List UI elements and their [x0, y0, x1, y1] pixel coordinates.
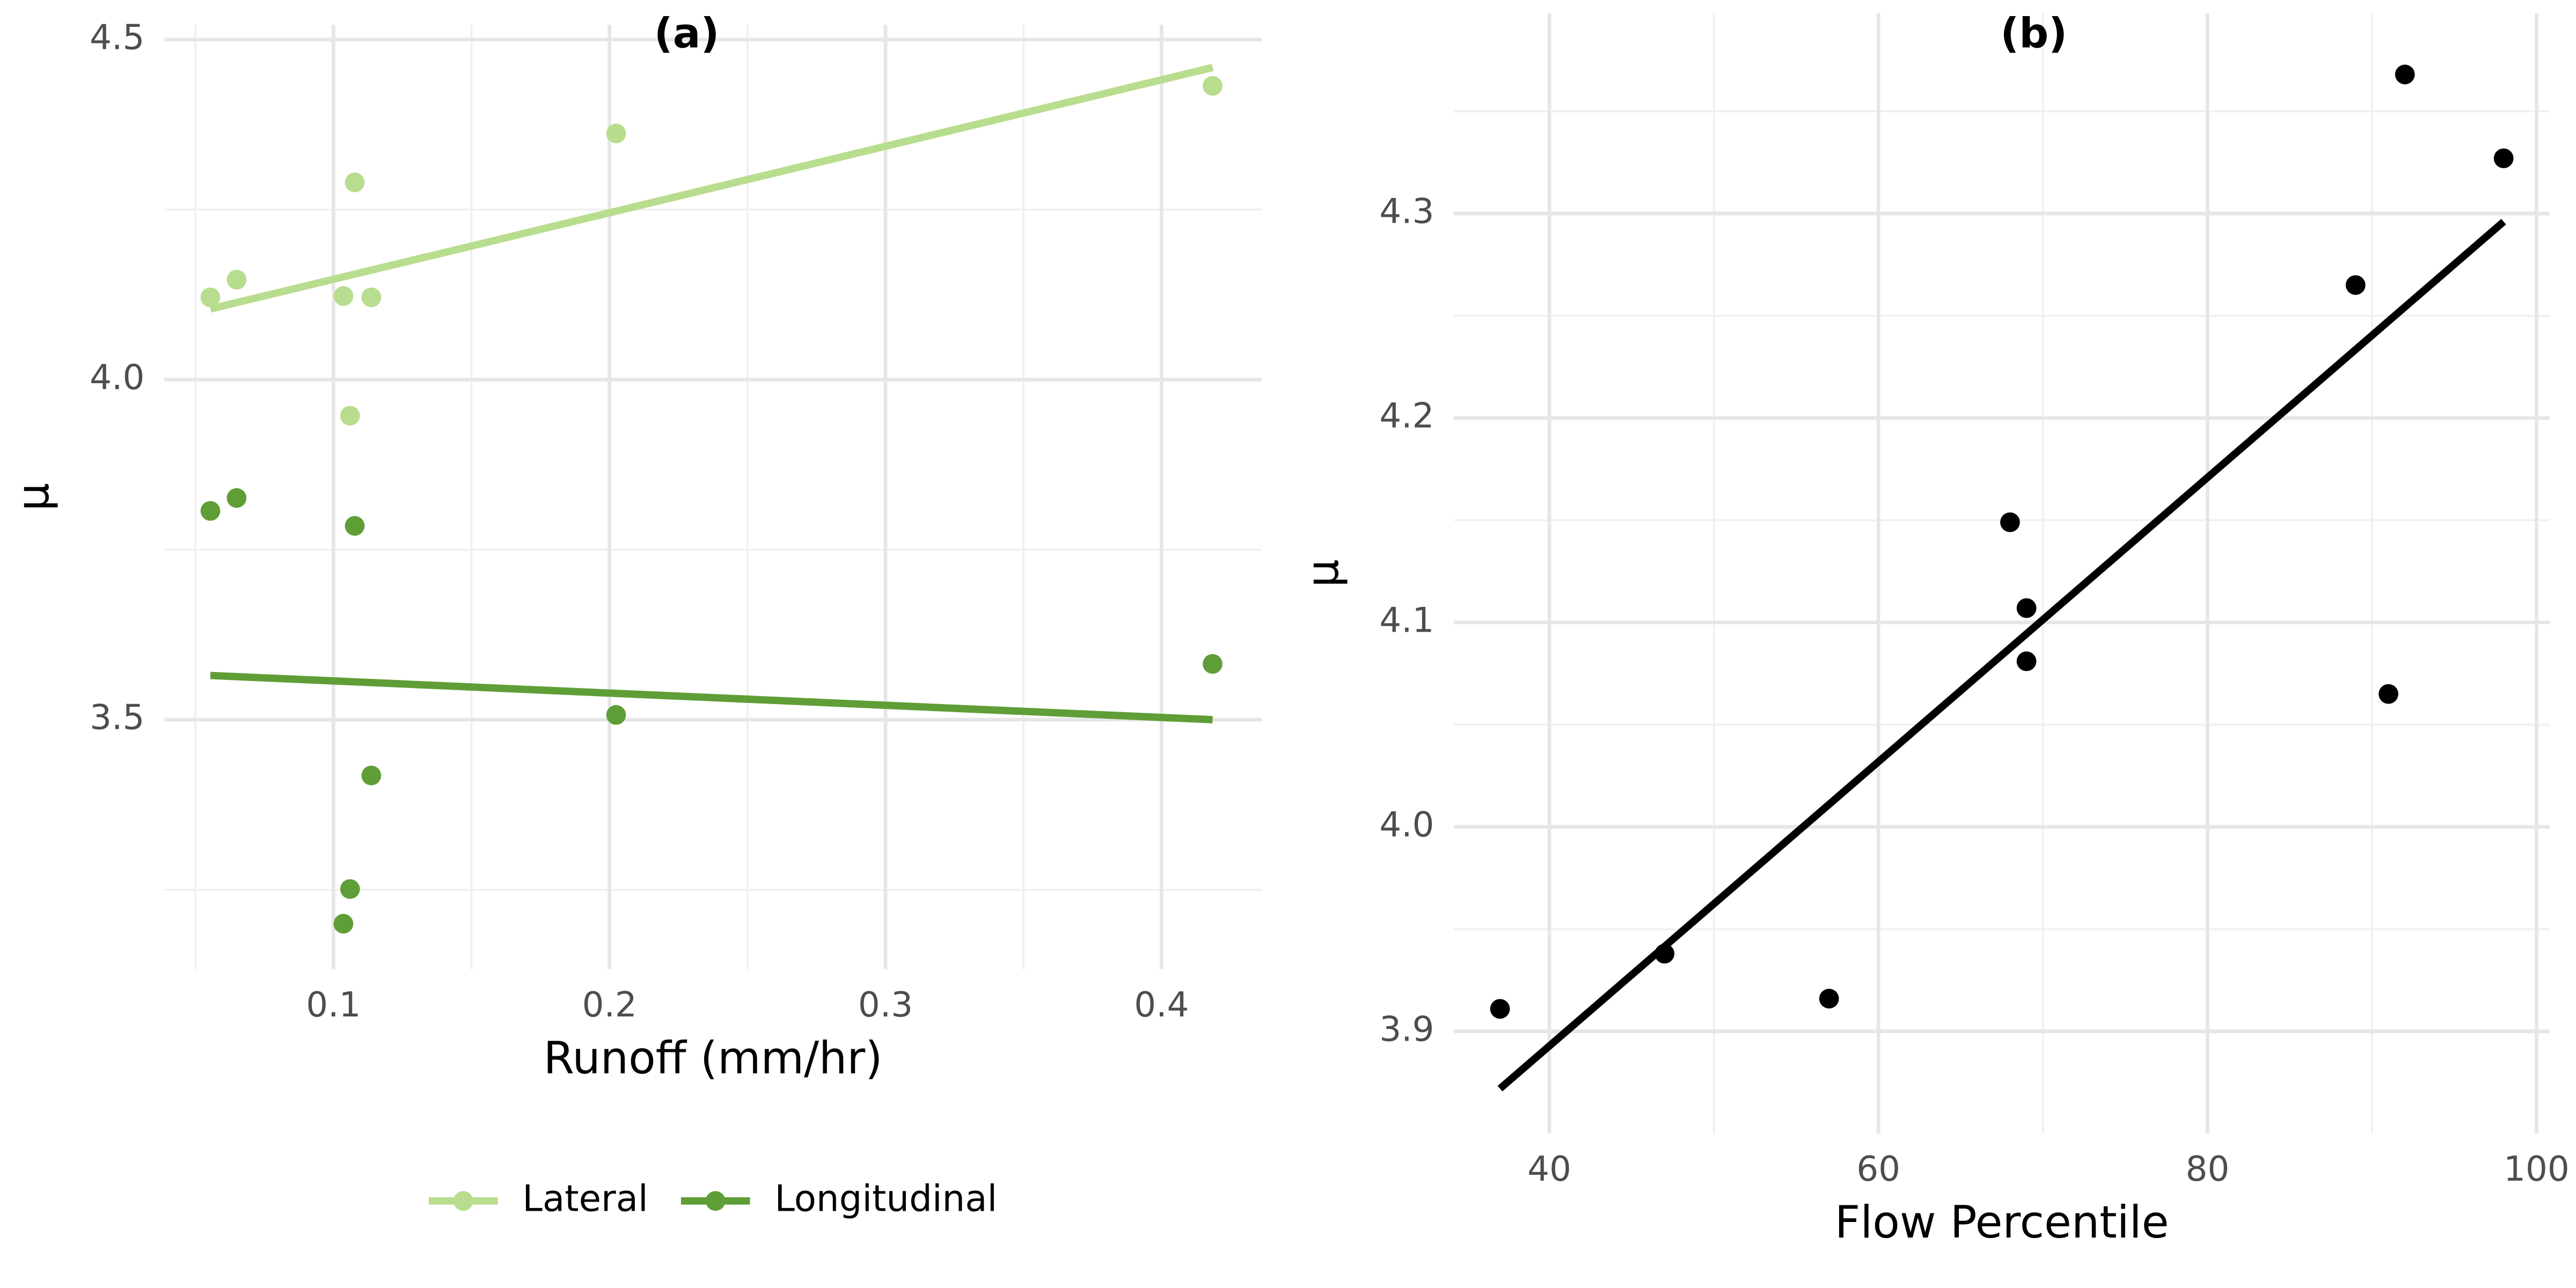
data-point [1203, 654, 1223, 674]
data-point [345, 172, 365, 193]
legend: Lateral Longitudinal [428, 1177, 997, 1219]
data-point [2016, 651, 2037, 671]
data-point [2000, 512, 2020, 532]
data-point [2379, 684, 2398, 704]
data-point [1819, 989, 1839, 1009]
x-tick-label: 0.3 [858, 985, 913, 1025]
data-point [333, 286, 354, 306]
fit-line [210, 671, 1213, 723]
data-point [1490, 999, 1510, 1019]
data-point [1655, 943, 1674, 964]
legend-label: Lateral [522, 1177, 648, 1219]
x-tick-label: 80 [2185, 1149, 2229, 1189]
x-tick-label: 0.4 [1134, 985, 1189, 1025]
data-point [361, 765, 382, 786]
y-tick-label: 4.1 [1379, 600, 1434, 640]
legend-dot [453, 1191, 473, 1211]
y-axis-title: μ [8, 483, 59, 511]
x-tick-label: 60 [1856, 1149, 1900, 1189]
legend-item: Longitudinal [680, 1177, 997, 1219]
data-point [345, 516, 365, 536]
x-axis-title: Flow Percentile [1835, 1197, 2169, 1248]
data-point [2493, 148, 2514, 169]
data-point [200, 287, 221, 308]
fit-line [209, 64, 1214, 313]
data-point [1203, 76, 1223, 96]
y-tick-label: 4.0 [90, 357, 144, 398]
x-tick-label: 0.2 [582, 985, 637, 1025]
panel-title: (a) [654, 10, 720, 57]
y-tick-label: 3.5 [90, 698, 144, 738]
data-point [340, 879, 360, 899]
data-point [2016, 598, 2037, 618]
y-tick-label: 4.3 [1379, 191, 1434, 231]
y-tick-label: 4.2 [1379, 396, 1434, 436]
x-tick-label: 40 [1527, 1149, 1571, 1189]
data-point [606, 123, 626, 144]
panel-title: (b) [2000, 10, 2067, 57]
data-point [361, 287, 382, 308]
legend-item: Lateral [428, 1177, 648, 1219]
y-tick-label: 4.0 [1379, 804, 1434, 845]
x-tick-label: 100 [2504, 1149, 2570, 1189]
x-axis-title: Runoff (mm/hr) [544, 1033, 883, 1084]
y-tick-label: 3.9 [1379, 1009, 1434, 1049]
legend-dot [705, 1191, 726, 1211]
legend-label: Longitudinal [774, 1177, 997, 1219]
data-point [333, 913, 354, 934]
data-point [2345, 275, 2366, 295]
data-point [340, 406, 360, 426]
data-point [2395, 64, 2415, 85]
data-point [226, 488, 247, 508]
data-point [226, 269, 247, 290]
y-tick-label: 4.5 [90, 17, 144, 57]
data-point [606, 705, 626, 725]
fit-line [1497, 218, 2506, 1092]
y-axis-title: μ [1297, 559, 1349, 588]
x-tick-label: 0.1 [306, 985, 361, 1025]
data-point [200, 501, 221, 521]
